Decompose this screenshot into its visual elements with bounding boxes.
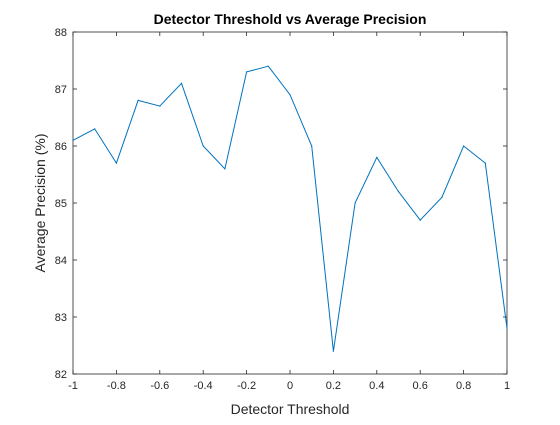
y-tick-label: 87 [55,84,67,96]
y-axis: 82 83 84 85 86 87 88 [55,27,507,381]
x-tick-label: 1 [504,380,510,392]
data-point [289,94,291,96]
data-point [419,219,421,221]
data-point [376,156,378,158]
x-tick-label: 0.4 [369,380,384,392]
data-point [137,99,139,101]
x-tick-label: -1 [68,380,78,392]
x-tick-label: 0 [287,380,293,392]
data-point [94,128,96,130]
x-tick-label: 0.2 [326,380,341,392]
y-tick-label: 86 [55,141,67,153]
plot-box [72,31,508,375]
x-tick-label: 0.6 [413,380,428,392]
x-axis: -1 -0.8 -0.6 -0.4 -0.2 0 0.2 0.4 0.6 0.8 1 [68,32,510,392]
data-point [354,202,356,204]
data-point [484,162,486,164]
x-axis-label: Detector Threshold [231,401,350,417]
series-layer [72,65,508,352]
data-point [506,327,508,329]
y-tick-label: 88 [55,27,67,39]
data-point [115,162,117,164]
y-tick-label: 84 [55,255,67,267]
plot-area [72,31,508,375]
chart-title: Detector Threshold vs Average Precision [154,11,427,27]
data-point [246,71,248,73]
data-point [202,145,204,147]
x-tick-label: -0.8 [107,380,126,392]
x-tick-label: -0.2 [237,380,256,392]
data-point [463,145,465,147]
data-point [267,65,269,67]
y-tick-label: 85 [55,198,67,210]
data-point [224,168,226,170]
data-point [311,145,313,147]
x-tick-label: 0.8 [456,380,471,392]
data-point [159,105,161,107]
data-point [441,196,443,198]
y-tick-label: 82 [55,369,67,381]
data-point [332,350,334,352]
y-tick-label: 83 [55,312,67,324]
x-tick-label: -0.4 [194,380,213,392]
data-point [180,82,183,84]
data-point [72,139,74,141]
y-axis-label: Average Precision (%) [32,133,48,272]
data-point [397,191,400,193]
x-tick-label: -0.6 [150,380,169,392]
